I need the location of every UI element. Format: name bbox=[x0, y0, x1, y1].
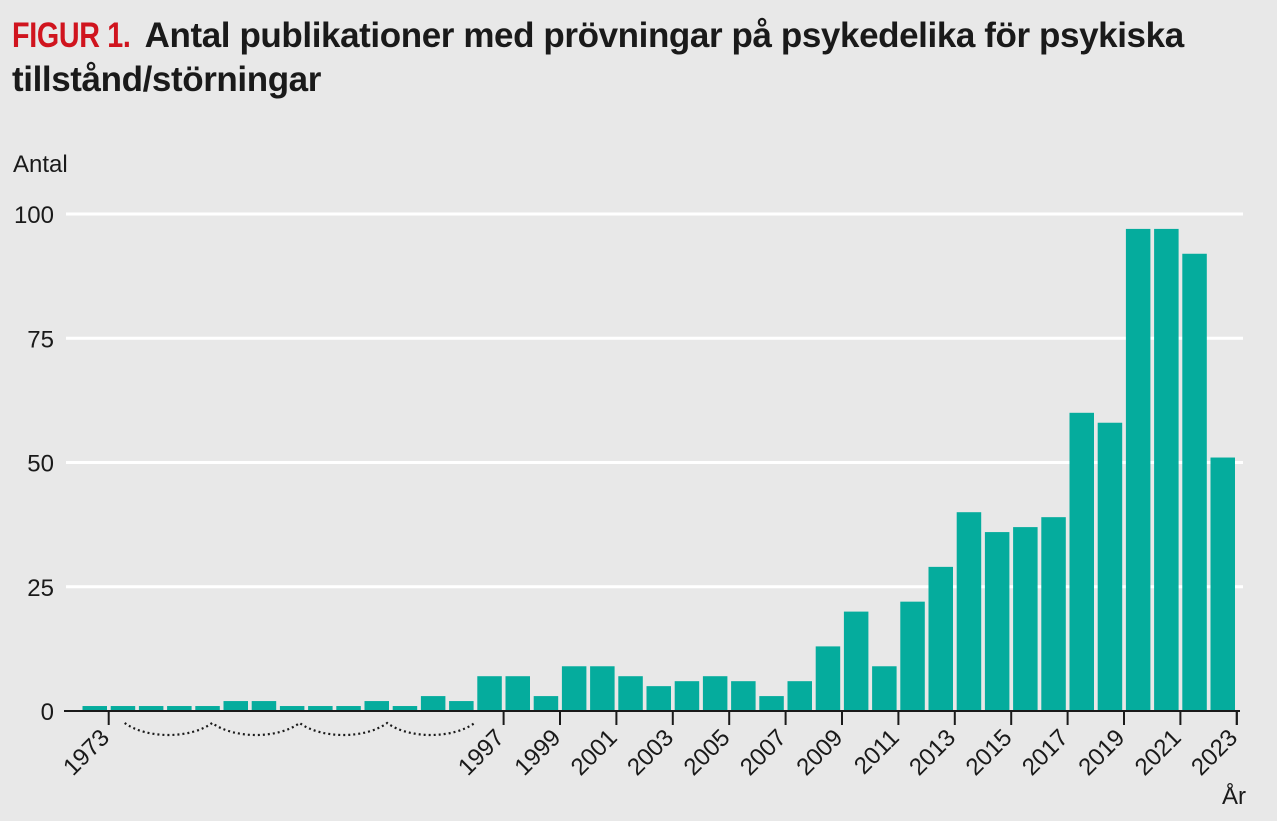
x-tick-label: 2023 bbox=[1186, 724, 1243, 781]
bar bbox=[449, 701, 474, 711]
bar bbox=[1097, 422, 1123, 711]
bar bbox=[815, 646, 841, 711]
x-axis-title: År bbox=[1222, 782, 1246, 810]
bar bbox=[646, 686, 671, 711]
bar bbox=[787, 681, 812, 711]
bar bbox=[1013, 527, 1038, 711]
bar bbox=[505, 676, 530, 711]
x-tick-label: 2013 bbox=[904, 724, 961, 781]
x-tick-label: 1999 bbox=[509, 724, 566, 781]
bar bbox=[900, 601, 925, 711]
bar bbox=[1125, 228, 1151, 711]
bar bbox=[138, 706, 164, 711]
x-tick-label: 2001 bbox=[566, 724, 623, 781]
x-tick-label: 2021 bbox=[1130, 724, 1187, 781]
x-tick-label: 2015 bbox=[961, 724, 1018, 781]
bar bbox=[364, 701, 389, 711]
gridlines bbox=[66, 212, 1243, 589]
bar bbox=[167, 706, 192, 711]
x-tick-label: 1973 bbox=[58, 724, 115, 781]
bar bbox=[618, 676, 643, 711]
y-axis-title: Antal bbox=[13, 151, 68, 178]
bar bbox=[843, 611, 869, 711]
bar bbox=[533, 696, 559, 711]
x-tick-label: 2007 bbox=[735, 724, 792, 781]
bar bbox=[1041, 517, 1066, 711]
bar bbox=[1069, 412, 1094, 711]
bar bbox=[110, 706, 136, 711]
x-tick-label: 2005 bbox=[679, 724, 736, 781]
x-tick-label: 2009 bbox=[791, 724, 848, 781]
bar bbox=[195, 706, 220, 711]
bar bbox=[1182, 253, 1207, 711]
bar bbox=[674, 681, 700, 711]
bar bbox=[308, 706, 333, 711]
bar bbox=[223, 701, 248, 711]
bar bbox=[731, 681, 756, 711]
x-tick-label: 1997 bbox=[453, 724, 510, 781]
y-tick-labels: 0 25 50 75 100 bbox=[14, 202, 54, 726]
y-tick-label: 0 bbox=[41, 699, 54, 726]
y-tick-label: 50 bbox=[27, 451, 54, 478]
bar bbox=[1210, 457, 1235, 711]
bar bbox=[561, 666, 587, 711]
bar bbox=[872, 666, 897, 711]
axis-break-indicator bbox=[124, 721, 476, 737]
bar-series bbox=[82, 228, 1235, 711]
chart-title-block: FIGUR 1. Antal publikationer med prövnin… bbox=[12, 14, 1262, 102]
bar bbox=[956, 512, 982, 711]
bar bbox=[420, 696, 446, 711]
bar bbox=[590, 666, 615, 711]
y-tick-label: 75 bbox=[27, 326, 54, 353]
bar bbox=[279, 706, 305, 711]
bar bbox=[251, 701, 277, 711]
chart-title: Antal publikationer med prövningar på ps… bbox=[12, 16, 1184, 99]
x-tick-label: 2019 bbox=[1073, 724, 1130, 781]
x-tick-labels: 1973 1997 1999 2001 2003 2005 2007 2009 2011 2013… bbox=[58, 724, 1243, 781]
bar bbox=[336, 706, 361, 711]
bar bbox=[1154, 228, 1179, 711]
bar bbox=[82, 706, 107, 711]
x-tick-label: 2017 bbox=[1017, 724, 1074, 781]
bar bbox=[477, 676, 502, 711]
x-tick-label: 2011 bbox=[849, 724, 905, 780]
bar bbox=[702, 676, 728, 711]
bar bbox=[928, 566, 953, 711]
bar bbox=[392, 706, 418, 711]
x-tick-label: 2003 bbox=[622, 724, 679, 781]
y-tick-label: 25 bbox=[27, 575, 54, 602]
figure-label: FIGUR 1. bbox=[12, 16, 131, 55]
y-tick-label: 100 bbox=[14, 202, 54, 229]
bar bbox=[984, 532, 1010, 711]
bar bbox=[759, 696, 784, 711]
x-axis bbox=[64, 710, 1240, 737]
